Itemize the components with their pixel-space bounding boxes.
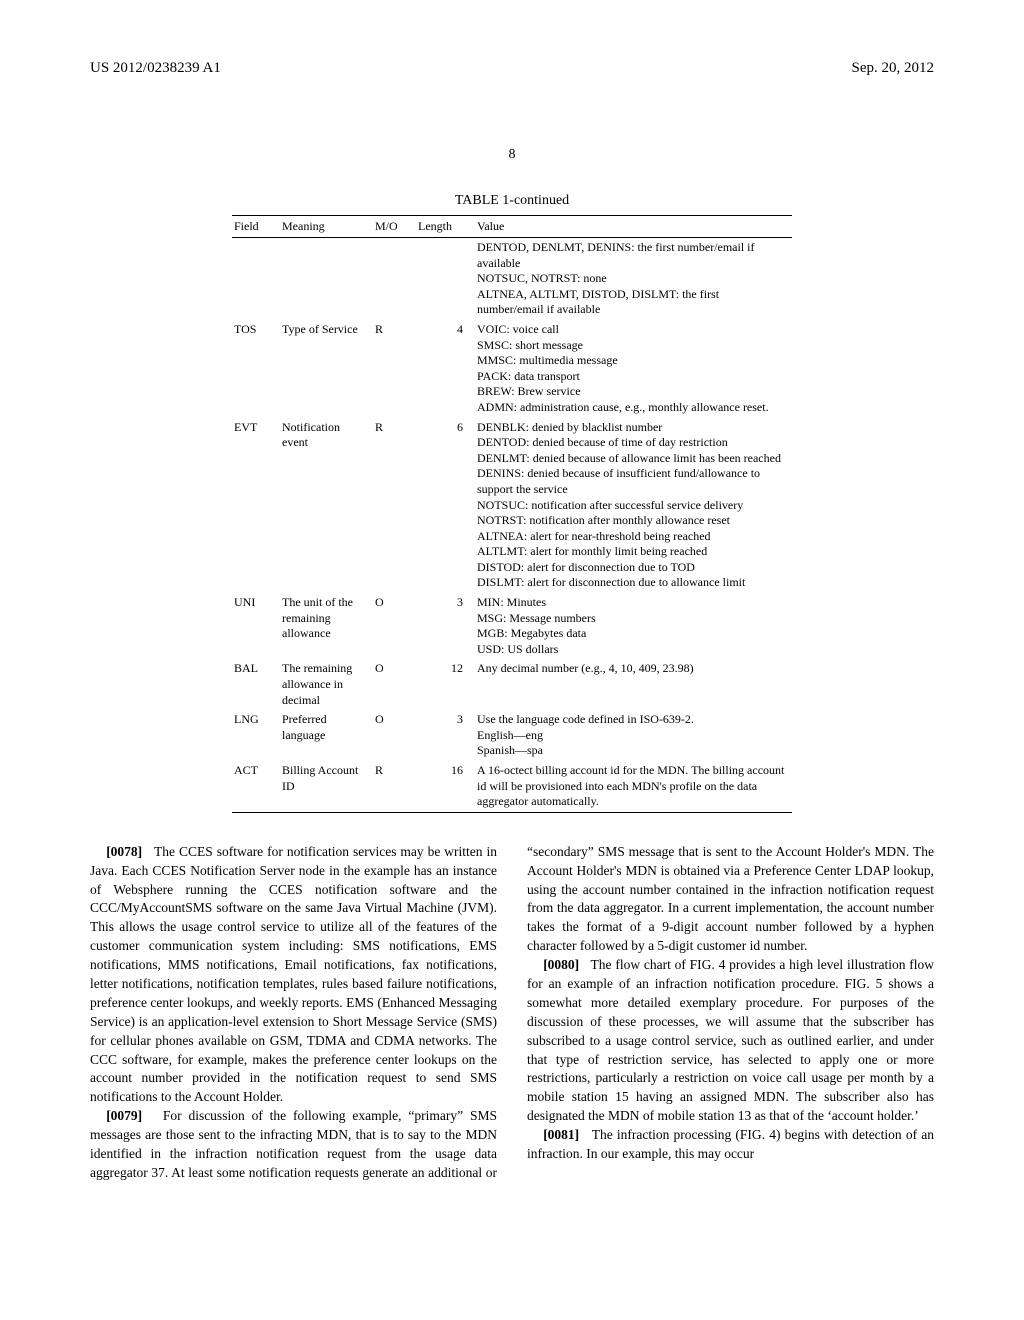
- paragraph-0078: [0078] The CCES software for notificatio…: [90, 843, 497, 1107]
- table-cell: [416, 238, 475, 320]
- table-cell: EVT: [232, 418, 280, 594]
- para-num: [0081]: [543, 1127, 579, 1142]
- table-row: BALThe remaining allowance in decimalO12…: [232, 659, 792, 710]
- table-cell: [232, 238, 280, 320]
- table-cell: 4: [416, 320, 475, 418]
- table-cell: 16: [416, 761, 475, 812]
- table-cell: LNG: [232, 710, 280, 761]
- para-num: [0078]: [106, 844, 142, 859]
- table-row: TOSType of ServiceR4VOIC: voice callSMSC…: [232, 320, 792, 418]
- table-cell: 3: [416, 593, 475, 659]
- table-cell: BAL: [232, 659, 280, 710]
- table-cell: 6: [416, 418, 475, 594]
- table-cell: DENTOD, DENLMT, DENINS: the first number…: [475, 238, 792, 320]
- page-header: US 2012/0238239 A1 Sep. 20, 2012: [90, 60, 934, 77]
- table-cell: MIN: MinutesMSG: Message numbersMGB: Meg…: [475, 593, 792, 659]
- table-cell: [280, 238, 373, 320]
- table-cell: Notification event: [280, 418, 373, 594]
- body-text: [0078] The CCES software for notificatio…: [90, 843, 934, 1183]
- table-cell: VOIC: voice callSMSC: short messageMMSC:…: [475, 320, 792, 418]
- col-header-meaning: Meaning: [280, 216, 373, 238]
- table-cell: 12: [416, 659, 475, 710]
- table-row: DENTOD, DENLMT, DENINS: the first number…: [232, 238, 792, 320]
- table-cell: 3: [416, 710, 475, 761]
- table-row: ACTBilling Account IDR16A 16-octect bill…: [232, 761, 792, 812]
- spec-table: Field Meaning M/O Length Value DENTOD, D…: [232, 215, 792, 813]
- para-text: The CCES software for notification servi…: [90, 844, 497, 1105]
- table-cell: R: [373, 418, 416, 594]
- table-cell: ACT: [232, 761, 280, 812]
- paragraph-0080: [0080] The flow chart of FIG. 4 provides…: [527, 956, 934, 1126]
- paragraph-0081: [0081] The infraction processing (FIG. 4…: [527, 1126, 934, 1164]
- table-cell: [373, 238, 416, 320]
- table-cell: Type of Service: [280, 320, 373, 418]
- table-cell: Use the language code defined in ISO-639…: [475, 710, 792, 761]
- table-cell: UNI: [232, 593, 280, 659]
- para-num: [0079]: [106, 1108, 142, 1123]
- col-header-length: Length: [416, 216, 475, 238]
- table-cell: R: [373, 761, 416, 812]
- table-cell: Billing Account ID: [280, 761, 373, 812]
- table-cell: O: [373, 593, 416, 659]
- page-number: 8: [90, 147, 934, 163]
- col-header-field: Field: [232, 216, 280, 238]
- table-cell: O: [373, 710, 416, 761]
- para-text: The infraction processing (FIG. 4) begin…: [527, 1127, 934, 1161]
- table-cell: DENBLK: denied by blacklist numberDENTOD…: [475, 418, 792, 594]
- table-cell: TOS: [232, 320, 280, 418]
- table-row: UNIThe unit of the remaining allowanceO3…: [232, 593, 792, 659]
- table-cell: Any decimal number (e.g., 4, 10, 409, 23…: [475, 659, 792, 710]
- table-cell: Preferred language: [280, 710, 373, 761]
- table-cell: The remaining allowance in decimal: [280, 659, 373, 710]
- publication-id: US 2012/0238239 A1: [90, 60, 221, 77]
- table-cell: The unit of the remaining allowance: [280, 593, 373, 659]
- table-row: LNGPreferred languageO3Use the language …: [232, 710, 792, 761]
- publication-date: Sep. 20, 2012: [852, 60, 935, 77]
- para-num: [0080]: [543, 957, 579, 972]
- table-cell: A 16-octect billing account id for the M…: [475, 761, 792, 812]
- table-caption: TABLE 1-continued: [90, 193, 934, 209]
- para-text: The flow chart of FIG. 4 provides a high…: [527, 957, 934, 1123]
- col-header-mo: M/O: [373, 216, 416, 238]
- table-cell: O: [373, 659, 416, 710]
- col-header-value: Value: [475, 216, 792, 238]
- table-row: EVTNotification eventR6DENBLK: denied by…: [232, 418, 792, 594]
- table-cell: R: [373, 320, 416, 418]
